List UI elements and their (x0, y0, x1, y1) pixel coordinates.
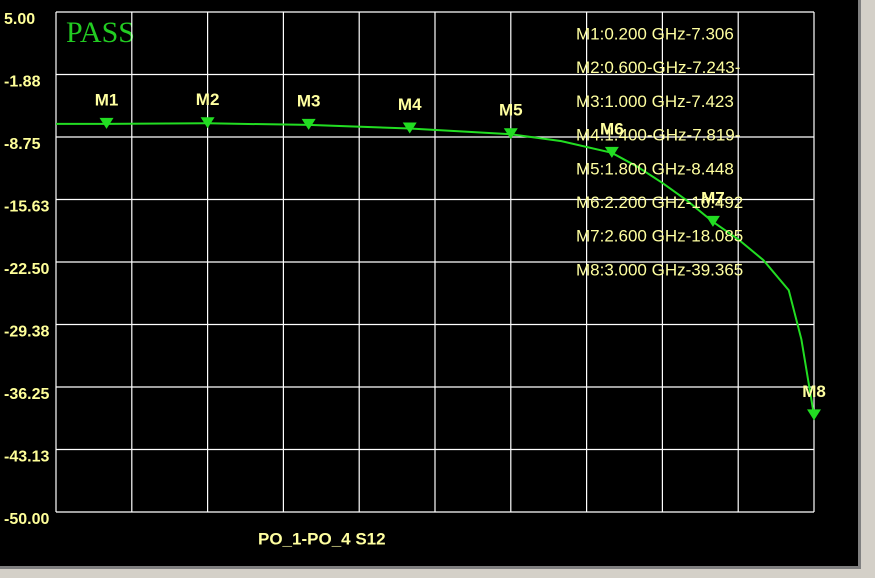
y-tick-label: -15.63 (4, 199, 49, 216)
marker (604, 146, 619, 158)
marker (402, 122, 417, 134)
marker (503, 128, 518, 140)
x-axis-label: PO_1-PO_4 S12 (258, 529, 386, 548)
y-tick-label: -29.38 (4, 324, 49, 341)
marker-readout: M3:1.000 GHz-7.423 (576, 92, 734, 111)
marker-label: M3 (297, 91, 321, 110)
y-tick-label: -36.25 (4, 386, 49, 403)
trace (55, 122, 815, 416)
marker-readout: M6:2.200 GHz-10.492 (576, 193, 743, 212)
chart: PASS PO_1-PO_4 S12 5.00 -1.88 -8.75 -15.63 -… (4, 11, 826, 548)
y-tick-label: -22.50 (4, 261, 49, 278)
y-tick-label: -8.75 (4, 136, 41, 153)
marker-label: M2 (196, 90, 220, 109)
marker (301, 118, 316, 130)
marker-readout: M5:1.800 GHz-8.448 (576, 159, 734, 178)
marker-readout: M4:1.400-GHz-7.819- (576, 126, 740, 145)
pass-badge: PASS (66, 16, 135, 49)
marker-readout: M1:0.200 GHz-7.306 (576, 24, 734, 43)
y-tick-label: -50.00 (4, 511, 49, 528)
marker-label: M8 (802, 382, 826, 401)
y-tick-label: -43.13 (4, 449, 49, 466)
marker (705, 215, 720, 227)
instrument-screen: PASS PO_1-PO_4 S12 5.00 -1.88 -8.75 -15.63 -… (0, 0, 861, 569)
marker-label: M1 (95, 90, 119, 109)
y-tick-label: -1.88 (4, 74, 41, 91)
marker-label: M6 (600, 119, 624, 138)
marker-label: M4 (398, 95, 422, 114)
marker-label: M5 (499, 101, 523, 120)
marker-readout: M2:0.600-GHz-7.243- (576, 58, 740, 77)
marker-label: M7 (701, 188, 725, 207)
y-tick-label: 5.00 (4, 11, 35, 28)
marker-readout: M7:2.600 GHz-18.085 (576, 227, 743, 246)
marker (99, 117, 114, 129)
marker (807, 409, 821, 421)
marker (200, 117, 215, 129)
marker-readout: M8:3.000 GHz-39.365 (576, 260, 743, 279)
